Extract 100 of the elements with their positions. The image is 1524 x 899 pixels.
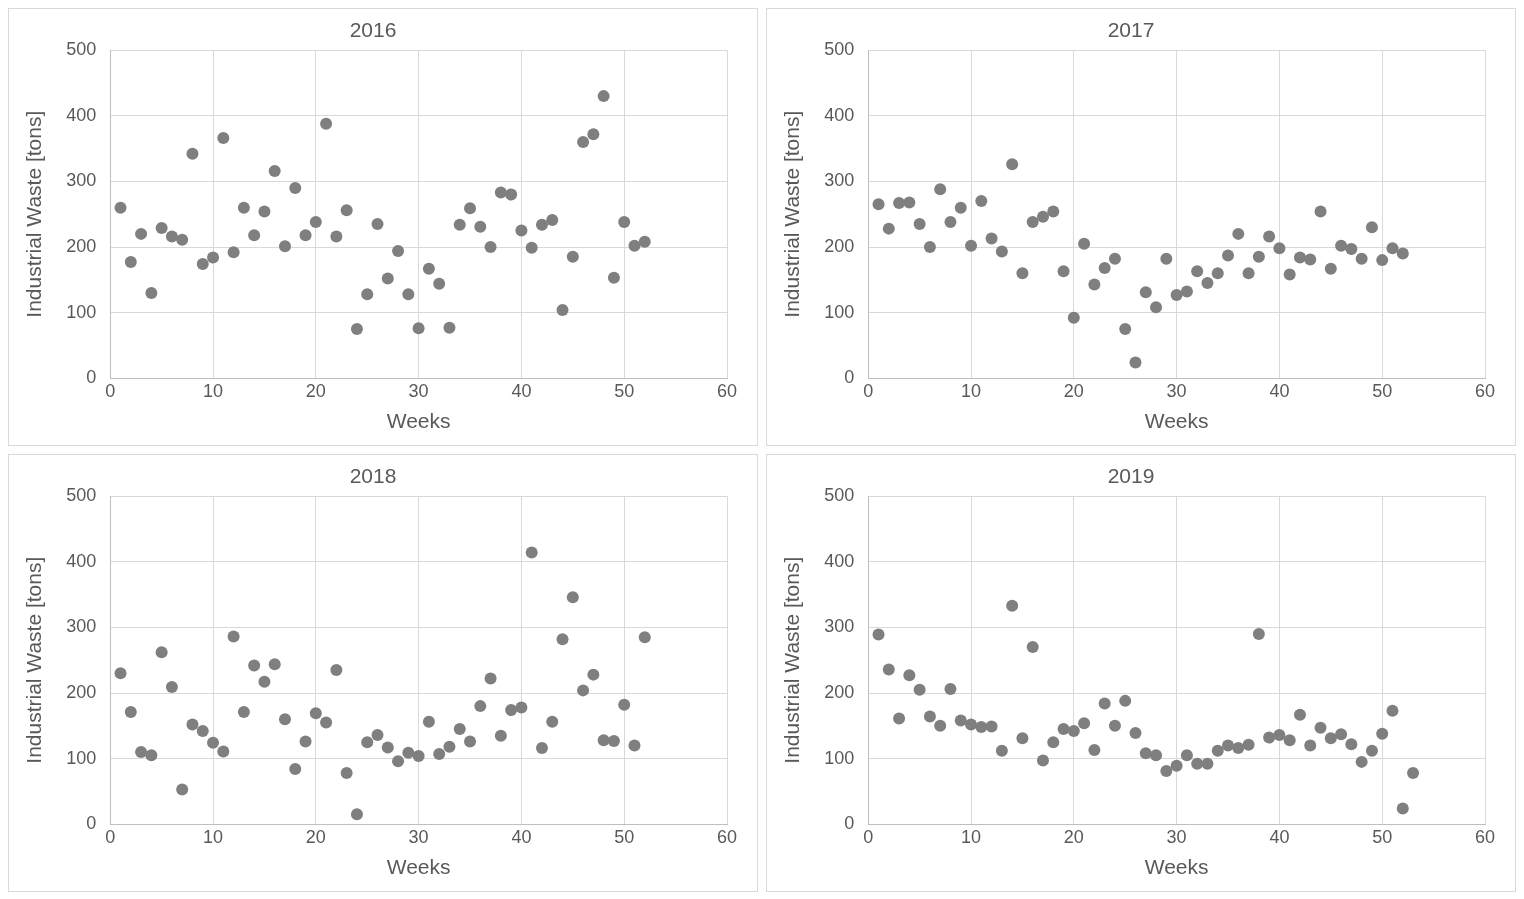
- point: [577, 136, 590, 149]
- point: [1047, 736, 1060, 749]
- point: [412, 322, 425, 335]
- point: [494, 729, 507, 742]
- point: [484, 672, 497, 685]
- y-tick-label: 300: [66, 616, 97, 637]
- y-tick-label: 500: [66, 485, 97, 506]
- point: [1365, 744, 1378, 757]
- point: [1345, 242, 1358, 255]
- point: [155, 646, 168, 659]
- point: [1160, 252, 1173, 265]
- point: [361, 288, 374, 301]
- point: [903, 669, 916, 682]
- point: [525, 241, 538, 254]
- x-tick-label: 40: [511, 826, 532, 847]
- point: [1191, 757, 1204, 770]
- point: [371, 218, 384, 231]
- point: [1016, 732, 1029, 745]
- point: [903, 196, 916, 209]
- point: [320, 117, 333, 130]
- point: [237, 706, 250, 719]
- point: [923, 710, 936, 723]
- point: [268, 164, 281, 177]
- point: [882, 222, 895, 235]
- point: [944, 683, 957, 696]
- x-axis-title: Weeks: [1144, 855, 1209, 879]
- point: [1129, 356, 1142, 369]
- point: [258, 205, 271, 218]
- point: [1386, 704, 1399, 717]
- point: [587, 668, 600, 681]
- point: [371, 728, 384, 741]
- point: [1180, 749, 1193, 762]
- y-tick-label: 200: [824, 235, 855, 256]
- point: [628, 239, 641, 252]
- point: [965, 718, 978, 731]
- point: [1088, 744, 1101, 757]
- y-tick-label: 100: [66, 301, 97, 322]
- point: [330, 230, 343, 243]
- point: [566, 591, 579, 604]
- point: [422, 262, 435, 275]
- point: [535, 218, 548, 231]
- point: [1119, 694, 1132, 707]
- point: [392, 244, 405, 257]
- chart-title: 2019: [1107, 464, 1155, 488]
- point: [207, 736, 220, 749]
- chart-title: 2017: [1107, 18, 1155, 42]
- point: [1108, 252, 1121, 265]
- point: [402, 746, 415, 759]
- point: [124, 256, 137, 269]
- x-tick-label: 0: [863, 826, 874, 847]
- point: [309, 216, 322, 229]
- point: [1222, 739, 1235, 752]
- x-tick-label: 30: [408, 826, 429, 847]
- point: [1263, 230, 1276, 243]
- point: [1324, 732, 1337, 745]
- point: [1006, 158, 1019, 171]
- point: [618, 216, 631, 229]
- point: [392, 755, 405, 768]
- point: [145, 286, 158, 299]
- point: [1355, 252, 1368, 265]
- point: [186, 147, 199, 160]
- point: [1304, 739, 1317, 752]
- point: [1365, 221, 1378, 234]
- y-axis-title: Industrial Waste [tons]: [22, 110, 46, 318]
- point: [278, 240, 291, 253]
- point: [453, 218, 466, 231]
- point: [1222, 249, 1235, 262]
- point: [114, 201, 127, 214]
- point: [944, 216, 957, 229]
- point: [1057, 265, 1070, 278]
- point: [381, 741, 394, 754]
- point: [628, 739, 641, 752]
- point: [1335, 728, 1348, 741]
- point: [985, 720, 998, 733]
- y-tick-label: 100: [824, 301, 855, 322]
- point: [638, 235, 651, 248]
- point: [954, 201, 967, 214]
- point: [1396, 247, 1409, 260]
- point: [350, 323, 363, 335]
- y-tick-label: 300: [66, 170, 97, 191]
- x-tick-label: 30: [1166, 826, 1187, 847]
- point: [1088, 278, 1101, 291]
- point: [1273, 242, 1286, 255]
- point: [474, 220, 487, 233]
- point: [299, 229, 312, 242]
- point: [535, 742, 548, 755]
- y-tick-label: 400: [824, 104, 855, 125]
- point: [248, 659, 261, 672]
- point: [872, 198, 885, 211]
- point: [1314, 721, 1327, 734]
- point: [954, 714, 967, 727]
- point: [381, 272, 394, 285]
- point: [975, 721, 988, 734]
- point: [587, 128, 600, 141]
- point: [217, 132, 230, 145]
- point: [217, 745, 230, 758]
- point: [515, 224, 528, 237]
- y-tick-label: 0: [844, 813, 855, 834]
- point: [135, 746, 148, 759]
- point: [1355, 755, 1368, 768]
